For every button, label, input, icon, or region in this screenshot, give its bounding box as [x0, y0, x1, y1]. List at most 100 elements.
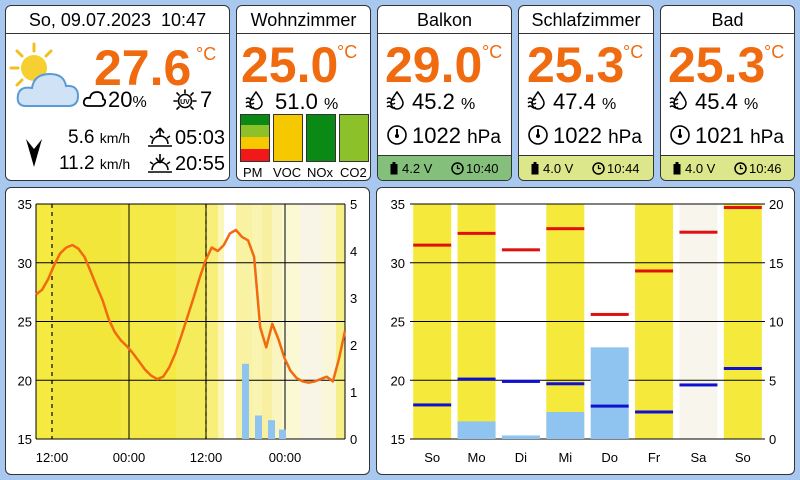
pressure-gauge-icon — [528, 125, 548, 145]
wind-gust: 11.2 km/h — [59, 153, 131, 174]
y-tick-label: 35 — [391, 197, 405, 212]
y2-tick-label: 15 — [769, 256, 783, 271]
daily-forecast-chart: 15 20 25 30 35 0 5 10 15 20 So Mo Di Mi Do Fr Sa So — [391, 197, 784, 465]
y-tick-label: 30 — [18, 256, 32, 271]
wind-direction-arrow-icon — [26, 139, 42, 167]
battery-icon — [673, 162, 681, 175]
max-temp-marker — [590, 312, 629, 316]
room-temp: 29.0 — [385, 37, 483, 93]
y-tick-label: 35 — [18, 197, 32, 212]
last-update: 10:44 — [607, 161, 640, 176]
clock-icon — [592, 162, 605, 175]
room-temp: 25.3 — [527, 37, 625, 93]
outdoor-temp-unit: °C — [196, 44, 217, 64]
y2-tick-label: 20 — [769, 197, 783, 212]
room-panel-bad: Bad 25.3 °C 45.4 % 1021 hPa 4.0 V 10:46 — [660, 5, 795, 181]
room-temp-unit: °C — [482, 42, 503, 62]
y2-tick-label: 3 — [350, 291, 357, 306]
co2-bar — [339, 114, 369, 162]
humidity-icon — [386, 90, 404, 110]
max-temp-marker — [413, 243, 452, 247]
room-pressure: 1022 hPa — [412, 123, 501, 148]
battery-icon — [390, 162, 398, 175]
rain-bar — [255, 415, 262, 439]
y2-tick-label: 5 — [350, 197, 357, 212]
x-tick-label: 12:00 — [190, 450, 223, 465]
rain-bar — [501, 435, 540, 439]
clock-icon — [451, 162, 464, 175]
aq-label-co2: CO2 — [340, 165, 367, 180]
rain-bar — [590, 347, 629, 439]
day-label: Sa — [690, 450, 707, 465]
y2-tick-label: 1 — [350, 385, 357, 400]
y-tick-label: 15 — [18, 432, 32, 447]
hourly-temperature-chart: 15 20 25 30 35 0 1 2 3 4 5 12:00 00:00 12:00 00:00 — [18, 197, 358, 465]
min-temp-marker — [546, 382, 585, 386]
status-bar: 4.0 V 10:44 — [519, 155, 653, 180]
room-name: Bad — [661, 6, 794, 34]
min-temp-marker — [590, 404, 629, 408]
sunset-time: 20:55 — [175, 153, 226, 175]
svg-text:UV: UV — [180, 99, 190, 106]
x-tick-label: 00:00 — [269, 450, 302, 465]
day-label: Mo — [468, 450, 486, 465]
battery-voltage: 4.2 V — [402, 161, 433, 176]
room-humidity: 45.4 % — [695, 89, 759, 114]
voc-bar — [273, 114, 303, 162]
aq-label-pm: PM — [243, 165, 263, 180]
humidity-icon — [245, 90, 263, 110]
battery-voltage: 4.0 V — [543, 161, 574, 176]
room-pressure: 1021 hPa — [695, 123, 784, 148]
room-temp-unit: °C — [337, 42, 358, 62]
y-tick-label: 20 — [391, 373, 405, 388]
min-temp-marker — [723, 367, 762, 370]
partly-cloudy-icon — [9, 42, 80, 107]
clock-icon — [734, 162, 747, 175]
nox-bar — [306, 114, 336, 162]
room-panel-balkon: Balkon 29.0 °C 45.2 % 1022 hPa 4.2 V 10:… — [377, 5, 512, 181]
min-temp-marker — [413, 403, 452, 407]
room-name: Balkon — [378, 6, 511, 34]
room-temp-unit: °C — [623, 42, 644, 62]
max-temp-marker — [457, 231, 496, 235]
max-temp-marker — [635, 269, 674, 273]
aq-label-voc: VOC — [273, 165, 302, 180]
room-name: Wohnzimmer — [237, 6, 370, 34]
y-tick-label: 20 — [18, 373, 32, 388]
pm-bar — [240, 114, 270, 162]
rain-bar — [457, 421, 496, 439]
status-bar: 4.0 V 10:46 — [661, 155, 794, 180]
y2-tick-label: 0 — [350, 432, 357, 447]
day-label: Fr — [648, 450, 661, 465]
wind-speed: 5.6 km/h — [68, 127, 131, 148]
room-temp: 25.0 — [241, 37, 339, 93]
pressure-gauge-icon — [387, 125, 407, 145]
y-tick-label: 25 — [391, 315, 405, 330]
y2-tick-label: 10 — [769, 315, 783, 330]
y-tick-label: 15 — [391, 432, 405, 447]
rain-bar — [279, 429, 286, 439]
header-date: So, 09.07.2023 — [28, 10, 152, 30]
last-update: 10:46 — [749, 161, 782, 176]
air-quality-bars: PM VOC NOx CO2 — [240, 113, 369, 180]
humidity-icon — [527, 90, 545, 110]
day-label: Do — [601, 450, 618, 465]
rain-bar — [242, 363, 249, 439]
day-label: So — [424, 450, 440, 465]
hourly-chart-panel: 15 20 25 30 35 0 1 2 3 4 5 12:00 00:00 12:00 00:00 — [5, 187, 370, 475]
uv-index-icon: UV — [173, 89, 197, 110]
datetime-header: So, 09.07.2023 10:47 — [6, 6, 229, 34]
last-update: 10:40 — [466, 161, 499, 176]
room-humidity: 47.4 % — [553, 89, 617, 114]
min-temp-marker — [679, 383, 718, 387]
outdoor-temp: 27.6 — [94, 40, 192, 96]
header-time: 10:47 — [161, 10, 207, 30]
humidity-icon — [669, 90, 687, 110]
temperature-line — [35, 228, 347, 384]
day-label: So — [735, 450, 751, 465]
rain-bar — [268, 420, 275, 439]
room-pressure: 1022 hPa — [553, 123, 642, 148]
day-label: Mi — [558, 450, 572, 465]
pressure-gauge-icon — [670, 125, 690, 145]
battery-icon — [531, 162, 539, 175]
